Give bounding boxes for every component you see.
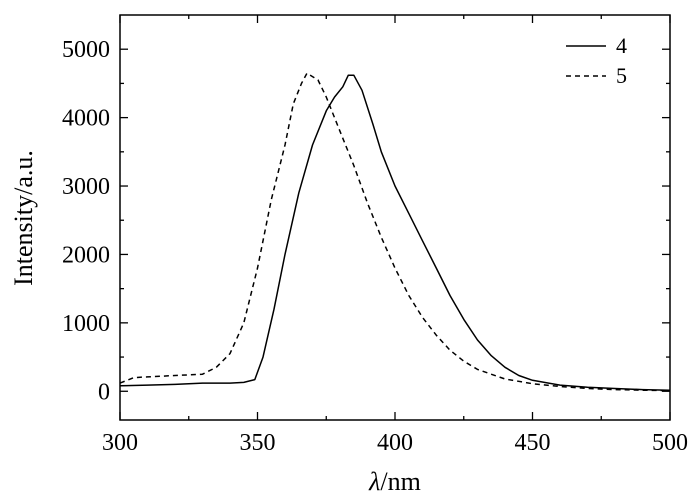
x-axis-label-unit: /nm	[380, 467, 420, 496]
series-layer	[119, 72, 671, 392]
x-tick-label: 350	[240, 430, 276, 456]
y-tick-label: 3000	[62, 174, 110, 200]
y-axis-label: Intensity/a.u.	[9, 150, 38, 286]
x-axis-label: λ/nm	[368, 467, 421, 496]
series-line-5	[119, 72, 671, 392]
y-tick-label: 5000	[62, 37, 110, 63]
series-line-4	[119, 74, 671, 391]
y-tick-labels: 0 1000 2000 3000 4000 5000	[62, 37, 110, 405]
x-tick-label: 400	[377, 430, 413, 456]
x-tick-labels: 300 350 400 450 500	[102, 430, 688, 456]
x-tick-label: 300	[102, 430, 138, 456]
x-tick-label: 450	[515, 430, 551, 456]
tick-marks	[119, 15, 671, 420]
x-axis-label-symbol: λ	[368, 467, 380, 496]
y-tick-label: 4000	[62, 106, 110, 132]
x-tick-label: 500	[652, 430, 688, 456]
y-tick-label: 0	[98, 379, 110, 405]
legend-label-series-5: 5	[616, 63, 627, 88]
legend-label-series-4: 4	[616, 33, 627, 58]
y-tick-label: 1000	[62, 311, 110, 337]
legend: 4 5	[566, 33, 627, 88]
y-tick-label: 2000	[62, 242, 110, 268]
